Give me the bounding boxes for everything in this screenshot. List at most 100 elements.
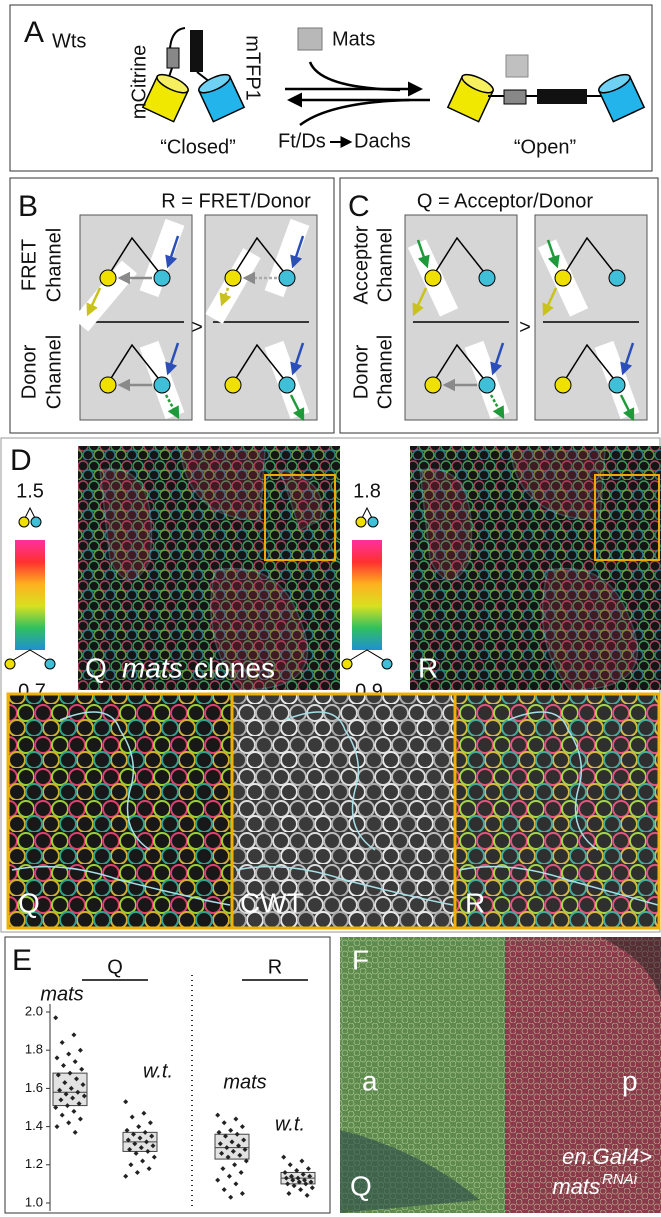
genotype: en.Gal4> [562,1144,652,1169]
open-sensor [448,55,644,122]
box-chart: 1.01.21.41.61.82.0Qmatsw.t.Rmatsw.t. [25,956,315,1211]
series-label: w.t. [275,1113,305,1135]
mtfp1-label: mTFP1 [242,35,264,101]
y-tick-label: 1.8 [25,1042,43,1057]
point [130,1115,135,1120]
group-label: Q [107,956,123,978]
region-label: p [622,1065,638,1096]
point [305,1193,310,1198]
comparator: > [191,316,203,338]
group-label: R [268,956,282,978]
icon-linker [10,650,50,662]
icon-cyan [382,659,392,669]
panel-label: E [12,944,32,977]
panel-label: D [10,444,32,477]
channel-label: Channel [43,335,65,410]
channel-label: Donor [350,344,372,399]
point [228,1195,233,1200]
panel-label: B [18,190,38,223]
equilibrium-arrows [285,62,430,125]
point [215,1113,220,1118]
panel-label: C [348,190,370,223]
zoom-images [8,694,659,928]
channel-label: FRET [18,239,40,291]
q-colorbar [15,540,45,650]
series-label: mats [40,983,83,1005]
icon-yellow [342,659,352,669]
channel-label: Acceptor [350,225,372,304]
mcitrine [555,377,571,393]
mcitrine [100,270,116,286]
dachs-label: Dachs [354,130,411,152]
point [147,1166,152,1171]
point [288,1162,293,1167]
point [141,1111,146,1116]
point [148,1120,153,1125]
mtfp1 [479,377,495,393]
channel-label: Donor [18,344,40,399]
ftds-label: Ft/Ds [278,130,326,152]
mcitrine [225,270,241,286]
mtfp1 [479,270,495,286]
r-image [410,446,661,690]
image-label: R [418,652,438,683]
point [78,1116,83,1121]
point [136,1124,141,1129]
image-label: Q [350,1170,372,1201]
point [310,1185,315,1190]
closed-sensor [143,28,244,122]
point [61,1063,66,1068]
y-tick-label: 2.0 [25,1003,43,1018]
closed-label: “Closed” [160,136,236,158]
point [71,1109,76,1114]
y-tick-label: 1.4 [25,1118,43,1133]
point [299,1158,304,1163]
panel-title: R = FRET/Donor [161,190,311,212]
image-label: mats [122,652,183,683]
point [222,1187,227,1192]
mtfp1 [279,377,295,393]
series-label: w.t. [143,1060,173,1082]
point [66,1120,71,1125]
point [281,1155,286,1160]
mtfp1 [279,270,295,286]
point [73,1059,78,1064]
point [73,1130,78,1135]
point [66,1052,71,1057]
point [220,1166,225,1171]
point [298,1187,303,1192]
mtfp1 [609,270,625,286]
point [240,1124,245,1129]
mtfp1 [154,377,170,393]
series-label: mats [223,1071,266,1093]
point [286,1191,291,1196]
channel-label: Channel [374,228,396,303]
mcitrine [100,377,116,393]
superscript: RNAi [602,1171,638,1188]
point [140,1158,145,1163]
point [79,1067,84,1072]
point [240,1191,245,1196]
region-label: a [362,1065,378,1096]
point [128,1162,133,1167]
icon-cyan [45,659,55,669]
mcitrine-label: mCitrine [128,45,150,119]
point [233,1181,238,1186]
panel-title: Q = Acceptor/Donor [417,190,594,212]
icon-yellow [5,659,15,669]
y-tick-label: 1.0 [25,1194,43,1209]
point [232,1162,237,1167]
icon-cyan [368,517,378,527]
y-tick-label: 1.6 [25,1080,43,1095]
image-label: Q [85,652,107,683]
point [215,1178,220,1183]
panel-label: F [352,944,369,975]
comparator: > [519,316,531,338]
mcitrine [425,270,441,286]
scale-max: 1.5 [16,480,44,502]
point [55,1055,60,1060]
image-label: Q [18,887,40,918]
mtfp1 [609,377,625,393]
point [227,1174,232,1179]
point [53,1015,58,1020]
